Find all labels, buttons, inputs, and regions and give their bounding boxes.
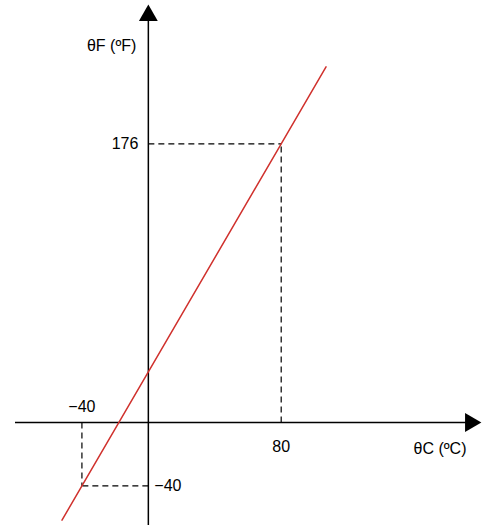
svg-text:−40: −40 xyxy=(68,398,95,415)
svg-text:−40: −40 xyxy=(154,477,181,494)
svg-text:176: 176 xyxy=(112,135,139,152)
svg-text:θF (ºF): θF (ºF) xyxy=(87,37,136,54)
svg-text:θC (ºC): θC (ºC) xyxy=(414,440,467,457)
svg-text:80: 80 xyxy=(272,438,290,455)
